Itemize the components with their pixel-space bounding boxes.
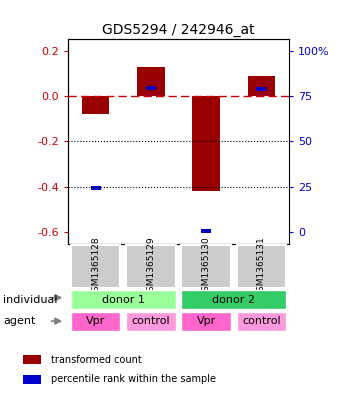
Bar <box>91 186 101 190</box>
Bar <box>181 290 286 309</box>
Text: individual: individual <box>3 295 58 305</box>
Bar <box>137 66 165 96</box>
Bar <box>71 244 120 288</box>
Text: percentile rank within the sample: percentile rank within the sample <box>51 374 216 384</box>
Bar <box>181 312 231 331</box>
Bar <box>126 244 176 288</box>
Text: GSM1365130: GSM1365130 <box>202 236 210 297</box>
Text: GSM1365129: GSM1365129 <box>147 236 155 297</box>
Text: agent: agent <box>3 316 36 327</box>
Bar <box>71 312 120 331</box>
Text: Vpr: Vpr <box>86 316 105 326</box>
Bar <box>23 355 41 364</box>
Title: GDS5294 / 242946_at: GDS5294 / 242946_at <box>102 23 255 37</box>
Bar <box>248 75 275 96</box>
Bar <box>192 96 220 191</box>
Text: transformed count: transformed count <box>51 354 141 365</box>
Bar <box>82 96 109 114</box>
Bar <box>181 244 231 288</box>
Text: control: control <box>242 316 281 326</box>
Text: control: control <box>132 316 170 326</box>
Bar <box>126 312 176 331</box>
Text: GSM1365131: GSM1365131 <box>257 236 266 297</box>
Bar <box>201 229 211 233</box>
Text: donor 2: donor 2 <box>212 295 255 305</box>
Bar <box>237 312 286 331</box>
Bar <box>71 290 176 309</box>
Text: donor 1: donor 1 <box>102 295 145 305</box>
Text: Vpr: Vpr <box>197 316 216 326</box>
Bar <box>146 86 156 90</box>
Bar <box>23 375 41 384</box>
Bar <box>256 87 266 91</box>
Text: GSM1365128: GSM1365128 <box>91 236 100 297</box>
Bar <box>237 244 286 288</box>
